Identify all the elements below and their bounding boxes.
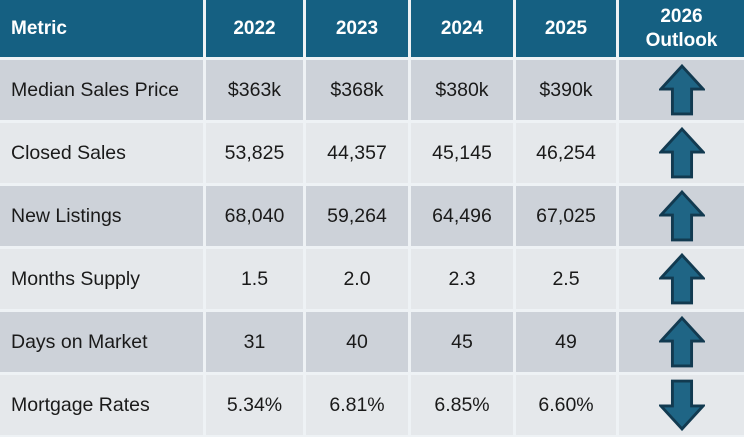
- value-cell: 2.5: [516, 249, 616, 309]
- outlook-arrow-icon: [658, 64, 705, 116]
- outlook-cell: [619, 375, 744, 435]
- value-cell: 40: [306, 312, 408, 372]
- metric-cell: Months Supply: [0, 249, 203, 309]
- column-header-2023: 2023: [306, 0, 408, 57]
- value-cell: 44,357: [306, 123, 408, 183]
- outlook-cell: [619, 249, 744, 309]
- value-cell: 45,145: [411, 123, 513, 183]
- outlook-cell: [619, 312, 744, 372]
- column-header-metric: Metric: [0, 0, 203, 57]
- value-cell: 6.60%: [516, 375, 616, 435]
- outlook-arrow-icon: [658, 190, 705, 242]
- metric-cell: New Listings: [0, 186, 203, 246]
- value-cell: 53,825: [206, 123, 303, 183]
- value-cell: $368k: [306, 60, 408, 120]
- value-cell: 2.3: [411, 249, 513, 309]
- value-cell: 1.5: [206, 249, 303, 309]
- value-cell: 31: [206, 312, 303, 372]
- outlook-cell: [619, 60, 744, 120]
- value-cell: $390k: [516, 60, 616, 120]
- value-cell: $380k: [411, 60, 513, 120]
- value-cell: 2.0: [306, 249, 408, 309]
- value-cell: 59,264: [306, 186, 408, 246]
- value-cell: 64,496: [411, 186, 513, 246]
- outlook-arrow-icon: [658, 127, 705, 179]
- column-header-2026-outlook: 2026 Outlook: [619, 0, 744, 57]
- value-cell: 49: [516, 312, 616, 372]
- metric-cell: Median Sales Price: [0, 60, 203, 120]
- column-header-2022: 2022: [206, 0, 303, 57]
- value-cell: 6.81%: [306, 375, 408, 435]
- value-cell: $363k: [206, 60, 303, 120]
- metric-cell: Days on Market: [0, 312, 203, 372]
- value-cell: 6.85%: [411, 375, 513, 435]
- metric-cell: Closed Sales: [0, 123, 203, 183]
- outlook-arrow-icon: [658, 316, 705, 368]
- value-cell: 45: [411, 312, 513, 372]
- column-header-2024: 2024: [411, 0, 513, 57]
- value-cell: 68,040: [206, 186, 303, 246]
- value-cell: 67,025: [516, 186, 616, 246]
- value-cell: 5.34%: [206, 375, 303, 435]
- outlook-arrow-icon: [658, 253, 705, 305]
- value-cell: 46,254: [516, 123, 616, 183]
- metric-cell: Mortgage Rates: [0, 375, 203, 435]
- column-header-2025: 2025: [516, 0, 616, 57]
- outlook-cell: [619, 123, 744, 183]
- outlook-cell: [619, 186, 744, 246]
- outlook-arrow-icon: [658, 379, 705, 431]
